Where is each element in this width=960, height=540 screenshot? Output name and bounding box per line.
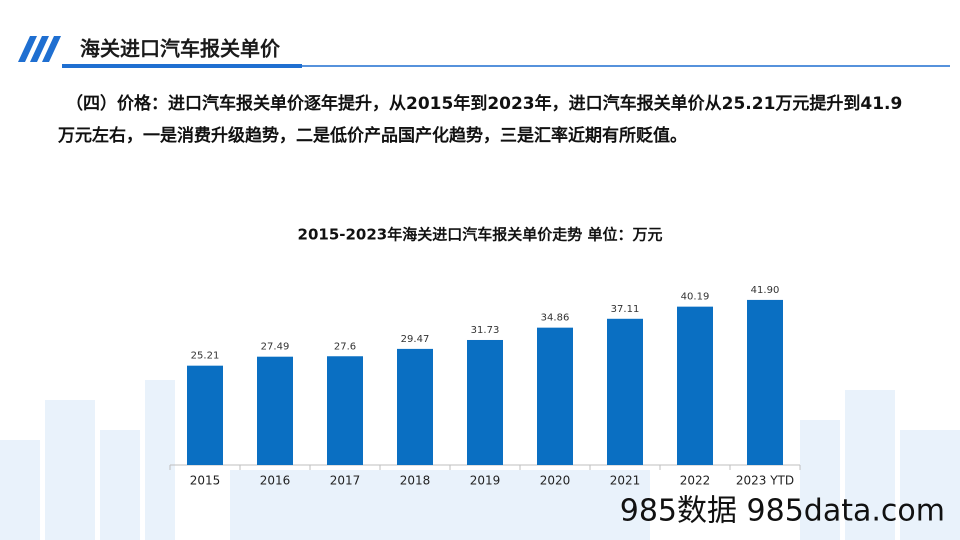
header-title: 海关进口汽车报关单价 [80,37,281,61]
paragraph: （四）价格：进口汽车报关单价逐年提升，从2015年到2023年，进口汽车报关单价… [58,94,903,146]
x-tick-label: 2018 [400,474,431,488]
value-label: 41.90 [751,285,780,296]
header-rule-accent [62,64,302,68]
bar [537,327,573,465]
x-tick-label: 2016 [260,474,291,488]
x-tick-label: 2022 [680,474,711,488]
x-tick-label: 2015 [190,474,221,488]
value-label: 40.19 [681,292,710,303]
value-label: 27.6 [334,341,356,352]
value-label: 25.21 [191,351,220,362]
value-label: 31.73 [471,325,500,336]
watermark: 985数据 985data.com [620,494,945,529]
value-label: 37.11 [611,304,640,315]
bar [327,356,363,465]
x-tick-label: 2020 [540,474,571,488]
background-city [0,380,960,540]
bar [397,348,433,465]
x-tick-label: 2017 [330,474,361,488]
bar [747,299,783,465]
bar [677,306,713,465]
bar [607,318,643,465]
x-tick-label: 2019 [470,474,501,488]
value-label: 34.86 [541,313,570,324]
x-tick-label: 2023 YTD [736,474,794,488]
bar [187,365,223,465]
header-logo [18,36,61,62]
value-label: 29.47 [401,334,430,345]
value-label: 27.49 [261,342,290,353]
x-tick-label: 2021 [610,474,641,488]
chart-title: 2015-2023年海关进口汽车报关单价走势 单位：万元 [298,226,663,244]
bar [257,356,293,465]
bar [467,339,503,465]
